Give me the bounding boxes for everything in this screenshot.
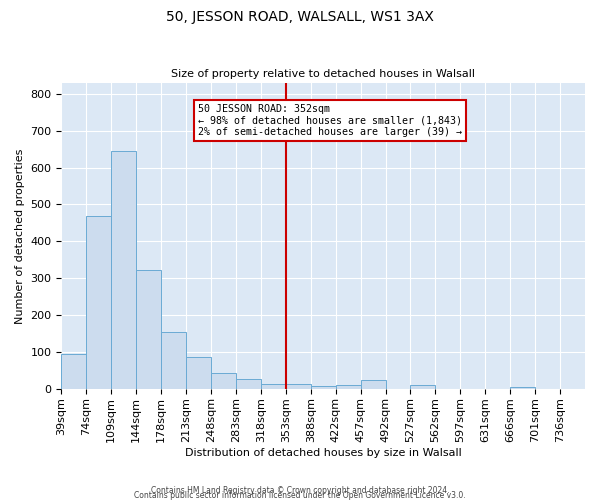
Bar	[236, 379, 261, 389]
X-axis label: Distribution of detached houses by size in Walsall: Distribution of detached houses by size …	[185, 448, 461, 458]
Bar	[86, 216, 111, 389]
Bar	[211, 374, 236, 389]
Bar	[361, 380, 386, 389]
Bar	[261, 384, 286, 389]
Bar	[410, 384, 436, 389]
Text: 50, JESSON ROAD, WALSALL, WS1 3AX: 50, JESSON ROAD, WALSALL, WS1 3AX	[166, 10, 434, 24]
Bar	[186, 356, 211, 389]
Bar	[335, 386, 361, 389]
Bar	[311, 386, 335, 389]
Bar	[136, 270, 161, 389]
Bar	[161, 332, 186, 389]
Text: Contains HM Land Registry data © Crown copyright and database right 2024.: Contains HM Land Registry data © Crown c…	[151, 486, 449, 495]
Title: Size of property relative to detached houses in Walsall: Size of property relative to detached ho…	[171, 69, 475, 79]
Bar	[510, 388, 535, 389]
Text: 50 JESSON ROAD: 352sqm
← 98% of detached houses are smaller (1,843)
2% of semi-d: 50 JESSON ROAD: 352sqm ← 98% of detached…	[197, 104, 461, 137]
Bar	[111, 151, 136, 389]
Bar	[61, 354, 86, 389]
Y-axis label: Number of detached properties: Number of detached properties	[15, 148, 25, 324]
Text: Contains public sector information licensed under the Open Government Licence v3: Contains public sector information licen…	[134, 491, 466, 500]
Bar	[286, 384, 311, 389]
